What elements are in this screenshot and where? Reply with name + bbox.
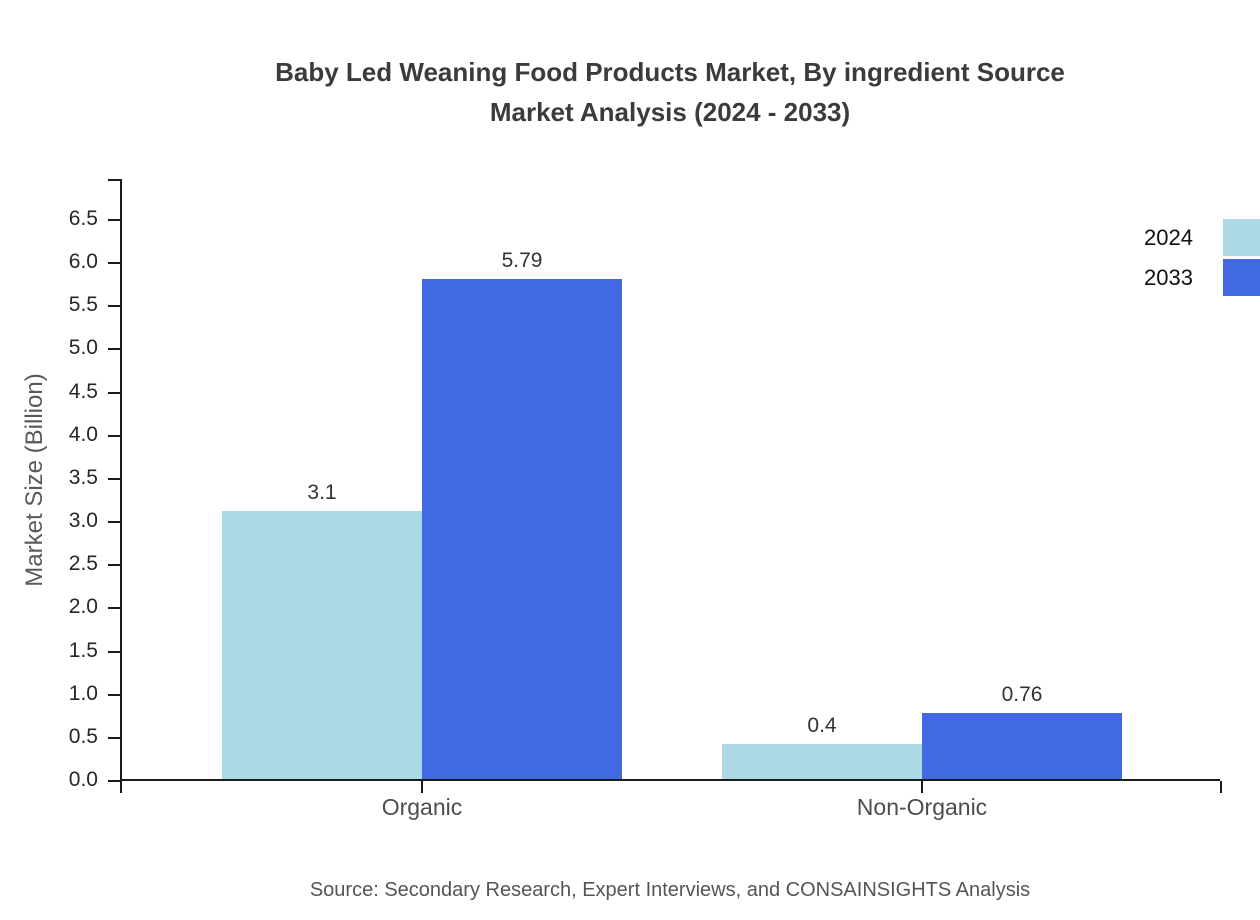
x-axis-end-tick-right bbox=[1220, 781, 1222, 793]
y-tick-label: 3.0 bbox=[68, 509, 98, 532]
legend: 2024 2033 bbox=[1144, 219, 1260, 299]
legend-label-2024: 2024 bbox=[1144, 224, 1193, 250]
y-tick bbox=[108, 392, 120, 394]
y-tick bbox=[108, 521, 120, 523]
y-tick bbox=[108, 435, 120, 437]
legend-item-2024: 2024 bbox=[1144, 219, 1260, 256]
y-tick bbox=[108, 651, 120, 653]
bar-value-label-non-organic-2033: 0.76 bbox=[1001, 683, 1043, 706]
plot-area: 0.0 0.5 1.0 1.5 2.0 2.5 3.0 3.5 4.0 4.5 5.0 5.5 6.0 6… bbox=[69, 179, 1222, 820]
y-tick bbox=[108, 219, 120, 221]
legend-swatch-2024 bbox=[1223, 219, 1260, 256]
x-category-tick bbox=[921, 781, 923, 793]
y-tick-label: 1.5 bbox=[68, 639, 98, 662]
y-tick bbox=[108, 262, 120, 264]
legend-swatch-2033 bbox=[1223, 259, 1260, 296]
y-tick-label: 0.5 bbox=[68, 725, 98, 748]
y-tick bbox=[108, 694, 120, 696]
y-tick bbox=[108, 780, 120, 782]
x-category-label: Organic bbox=[381, 794, 463, 820]
y-tick-label: 4.5 bbox=[68, 380, 98, 403]
y-tick-label: 2.0 bbox=[68, 595, 98, 618]
y-tick bbox=[108, 607, 120, 609]
y-tick-label: 0.0 bbox=[68, 768, 98, 791]
chart-title: Baby Led Weaning Food Products Market, B… bbox=[80, 52, 1260, 132]
y-tick bbox=[108, 737, 120, 739]
y-tick-label: 5.5 bbox=[68, 293, 98, 316]
y-axis-end-tick bbox=[108, 179, 120, 181]
y-tick-label: 3.5 bbox=[68, 466, 98, 489]
y-tick-label: 6.0 bbox=[68, 250, 98, 273]
legend-item-2033: 2033 bbox=[1144, 259, 1260, 296]
y-tick-label: 1.0 bbox=[68, 682, 98, 705]
bar-value-label-organic-2033: 5.79 bbox=[501, 249, 543, 272]
bar-value-label-non-organic-2024: 0.4 bbox=[807, 714, 837, 737]
bar-non-organic-2033 bbox=[922, 713, 1122, 779]
bar-non-organic-2024 bbox=[722, 744, 922, 779]
y-tick bbox=[108, 305, 120, 307]
bar-value-label-organic-2024: 3.1 bbox=[307, 481, 337, 504]
chart-title-line-2: Market Analysis (2024 - 2033) bbox=[489, 97, 851, 127]
x-category-label: Non-Organic bbox=[856, 794, 988, 820]
y-tick bbox=[108, 478, 120, 480]
bar-organic-2024 bbox=[222, 511, 422, 779]
source-note: Source: Secondary Research, Expert Inter… bbox=[309, 879, 1031, 901]
y-tick bbox=[108, 564, 120, 566]
x-axis-end-tick-left bbox=[120, 781, 122, 793]
y-tick-label: 4.0 bbox=[68, 423, 98, 446]
y-tick-label: 5.0 bbox=[68, 336, 98, 359]
y-tick-label: 6.5 bbox=[68, 207, 98, 230]
y-tick-label: 2.5 bbox=[68, 552, 98, 575]
y-tick bbox=[108, 348, 120, 350]
legend-label-2033: 2033 bbox=[1144, 264, 1193, 290]
bar-organic-2033 bbox=[422, 279, 622, 779]
x-category-tick bbox=[421, 781, 423, 793]
chart-title-line-1: Baby Led Weaning Food Products Market, B… bbox=[275, 57, 1065, 87]
